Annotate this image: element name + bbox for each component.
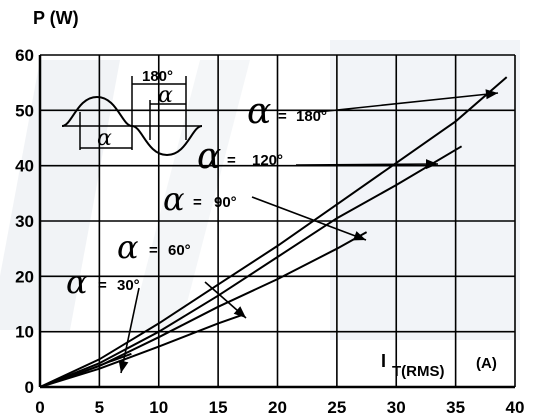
y-tick-label: 20: [15, 267, 34, 286]
series-labels: α = 180° α = 120° α = 90° α = 60° α = 30°: [66, 91, 327, 301]
x-axis-title-unit: (A): [476, 355, 497, 372]
x-tick-label: 30: [387, 398, 406, 417]
x-axis-title-main: I: [381, 351, 386, 371]
x-tick-label: 0: [35, 398, 44, 417]
x-tick-label: 5: [95, 398, 104, 417]
annotation-arrowhead-4: [118, 360, 129, 373]
x-tick-label: 40: [506, 398, 525, 417]
series-label-alpha-3: α: [117, 228, 139, 266]
x-axis-title: I T(RMS) (A): [381, 351, 497, 380]
conduction-angle-inset: 180° α α: [61, 68, 203, 157]
annotation-arrowhead-2: [353, 231, 366, 241]
annotation-arrowhead-3: [233, 306, 246, 318]
series-line-4: [39, 352, 132, 388]
series-label-sep-0: =: [278, 108, 287, 125]
annotation-arrow-2: [251, 196, 367, 241]
series-label-alpha-4: α: [66, 263, 88, 301]
inset-alpha-top: α: [158, 83, 173, 108]
y-tick-label: 50: [15, 101, 34, 120]
annotation-arrowhead-1: [426, 159, 438, 170]
x-tick-label: 10: [149, 398, 168, 417]
series-line-1: [39, 145, 463, 388]
x-tick-label: 35: [446, 398, 465, 417]
y-tick-label: 40: [15, 157, 34, 176]
x-tick-label: 25: [327, 398, 346, 417]
series-curves: [39, 76, 508, 388]
annotation-arrow-4: [120, 287, 140, 374]
series-line-3: [39, 314, 243, 388]
inset-alpha-bottom: α: [97, 126, 112, 151]
series-line-0: [39, 76, 508, 388]
series-label-angle-1: 120°: [252, 152, 283, 169]
series-label-angle-2: 90°: [214, 194, 237, 211]
series-label-sep-2: =: [193, 194, 202, 211]
y-tick-label: 10: [15, 323, 34, 342]
series-label-sep-4: =: [98, 277, 107, 294]
y-tick-label: 30: [15, 212, 34, 231]
series-label-angle-0: 180°: [296, 108, 327, 125]
background-decoration: [0, 40, 520, 340]
series-label-angle-3: 60°: [168, 242, 191, 259]
series-label-alpha-2: α: [163, 180, 185, 218]
annotation-arrows: [118, 89, 499, 374]
annotation-arrow-0: [317, 92, 499, 113]
inset-180-label: 180°: [142, 68, 173, 85]
annotation-arrow-1: [295, 163, 439, 166]
series-label-angle-4: 30°: [117, 277, 140, 294]
annotation-arrowhead-0: [485, 89, 498, 100]
y-tick-label: 60: [15, 46, 34, 65]
y-axis-title: P (W): [33, 8, 79, 28]
axes: [38, 55, 515, 389]
x-tick-label: 15: [209, 398, 228, 417]
series-label-sep-3: =: [149, 242, 158, 259]
series-label-alpha-0: α: [247, 91, 271, 132]
y-tick-label: 0: [25, 378, 34, 397]
series-label-alpha-1: α: [197, 136, 221, 177]
x-tick-label: 20: [268, 398, 287, 417]
tick-labels: 0 5 10 15 20 25 30 35 40 0 10 20 30 40 50 60: [15, 46, 524, 417]
x-axis-title-sub: T(RMS): [392, 363, 445, 380]
series-label-sep-1: =: [227, 152, 236, 169]
